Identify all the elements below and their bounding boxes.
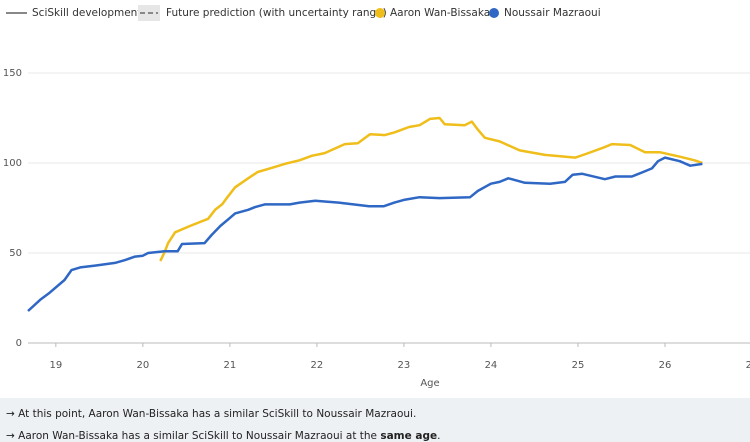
y-tick-label: 0 bbox=[16, 338, 22, 349]
y-tick-label: 50 bbox=[9, 248, 22, 259]
legend-label: Future prediction (with uncertainty rang… bbox=[166, 7, 387, 19]
note: → Aaron Wan-Bissaka has a similar SciSki… bbox=[6, 430, 440, 442]
x-axis-title: Age bbox=[420, 378, 439, 389]
x-tick-label: 22 bbox=[311, 360, 324, 371]
note: → At this point, Aaron Wan-Bissaka has a… bbox=[6, 408, 416, 420]
legend-label: Aaron Wan-Bissaka bbox=[390, 7, 490, 19]
legend-swatch bbox=[375, 8, 385, 18]
legend-label: Noussair Mazraoui bbox=[504, 7, 601, 19]
x-tick-label: 21 bbox=[224, 360, 237, 371]
note-part: → Aaron Wan-Bissaka has a similar SciSki… bbox=[6, 430, 380, 442]
legend-swatch bbox=[489, 8, 499, 18]
y-tick-label: 100 bbox=[3, 158, 22, 169]
note-part: . bbox=[437, 430, 440, 442]
x-tick-label: 19 bbox=[49, 360, 62, 371]
legend-label: SciSkill development bbox=[32, 7, 141, 19]
series-line bbox=[27, 156, 703, 312]
note-box bbox=[0, 398, 750, 442]
y-tick-label: 150 bbox=[3, 68, 22, 79]
x-tick-label: 26 bbox=[659, 360, 672, 371]
series-line bbox=[159, 116, 703, 262]
x-tick-label: 25 bbox=[572, 360, 585, 371]
x-tick-label: 24 bbox=[485, 360, 498, 371]
x-tick-label: 27 bbox=[746, 360, 750, 371]
note-part: same age bbox=[380, 430, 437, 442]
x-tick-label: 20 bbox=[136, 360, 149, 371]
x-tick-label: 23 bbox=[398, 360, 411, 371]
